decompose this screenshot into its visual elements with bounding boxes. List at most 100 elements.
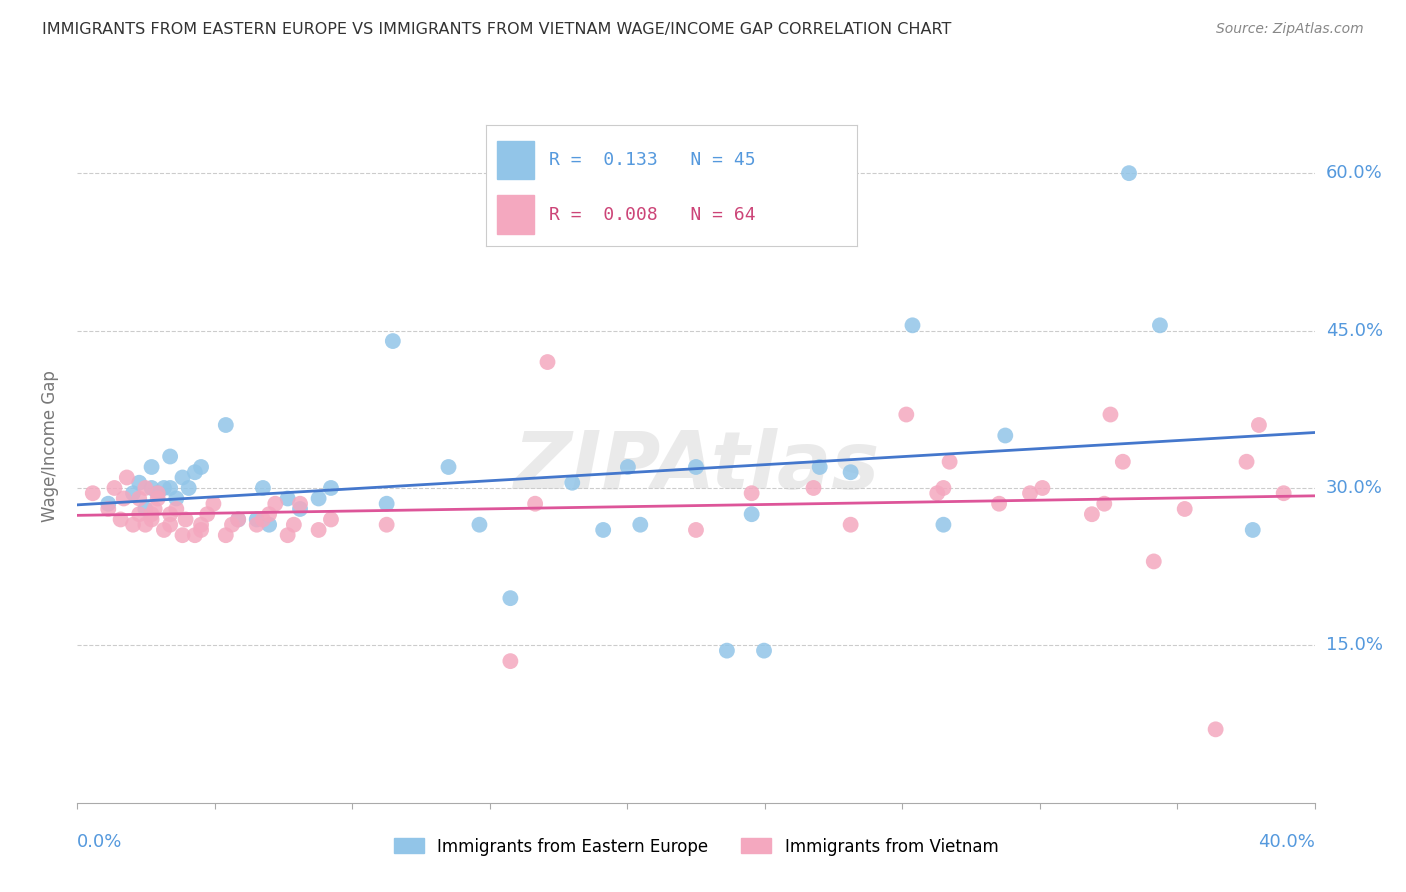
Point <box>153 481 176 495</box>
Point <box>252 481 274 495</box>
Point <box>319 512 342 526</box>
Point <box>165 491 187 506</box>
Point <box>592 523 614 537</box>
Point <box>617 460 640 475</box>
Point <box>1174 502 1197 516</box>
Point <box>184 528 207 542</box>
Point <box>128 475 150 490</box>
Point <box>536 355 558 369</box>
Point <box>938 455 960 469</box>
Point <box>141 507 163 521</box>
Point <box>685 460 707 475</box>
Point <box>839 517 862 532</box>
Point <box>221 517 243 532</box>
Point <box>141 512 163 526</box>
Text: ZIPAtlas: ZIPAtlas <box>513 428 879 507</box>
Point <box>927 486 949 500</box>
Point <box>134 517 156 532</box>
Point <box>808 460 831 475</box>
Point <box>159 450 181 464</box>
Point <box>215 528 238 542</box>
Point <box>1247 417 1270 432</box>
Point <box>195 507 218 521</box>
Point <box>1112 455 1135 469</box>
Point <box>803 481 825 495</box>
Point <box>190 523 212 537</box>
Point <box>628 517 651 532</box>
Point <box>499 591 522 606</box>
Point <box>122 486 145 500</box>
Point <box>277 528 299 542</box>
Text: 60.0%: 60.0% <box>1326 164 1382 182</box>
Point <box>172 528 194 542</box>
Point <box>97 502 120 516</box>
Point <box>202 497 225 511</box>
Point <box>277 491 299 506</box>
Text: Source: ZipAtlas.com: Source: ZipAtlas.com <box>1216 22 1364 37</box>
Point <box>319 481 342 495</box>
Point <box>146 486 169 500</box>
Point <box>524 497 547 511</box>
Point <box>112 491 135 506</box>
Point <box>741 486 763 500</box>
Point <box>246 517 269 532</box>
Point <box>1241 523 1264 537</box>
Point <box>375 517 398 532</box>
Point <box>561 475 583 490</box>
Point <box>257 507 280 521</box>
Text: 40.0%: 40.0% <box>1258 833 1315 851</box>
Point <box>752 643 775 657</box>
Point <box>184 465 207 479</box>
Point <box>437 460 460 475</box>
Point <box>252 512 274 526</box>
Point <box>146 486 169 500</box>
Point <box>1019 486 1042 500</box>
Point <box>264 497 287 511</box>
Point <box>308 491 330 506</box>
Point <box>159 507 181 521</box>
Point <box>1118 166 1140 180</box>
Point <box>159 481 181 495</box>
Point <box>1099 408 1122 422</box>
Point <box>103 481 125 495</box>
Y-axis label: Wage/Income Gap: Wage/Income Gap <box>41 370 59 522</box>
Point <box>153 523 176 537</box>
Point <box>381 334 404 348</box>
Point <box>499 654 522 668</box>
Point <box>1272 486 1295 500</box>
Point <box>97 497 120 511</box>
Point <box>257 517 280 532</box>
Point <box>226 512 249 526</box>
Point <box>1236 455 1258 469</box>
Point <box>128 491 150 506</box>
Text: 45.0%: 45.0% <box>1326 321 1384 340</box>
Point <box>143 502 166 516</box>
Point <box>988 497 1011 511</box>
Point <box>174 512 197 526</box>
Point <box>1205 723 1227 737</box>
Point <box>134 481 156 495</box>
Point <box>141 481 163 495</box>
Point <box>110 512 132 526</box>
Point <box>932 481 955 495</box>
Text: 0.0%: 0.0% <box>77 833 122 851</box>
Point <box>1081 507 1104 521</box>
Text: 30.0%: 30.0% <box>1326 479 1382 497</box>
Point <box>1149 318 1171 333</box>
Point <box>468 517 491 532</box>
Point <box>1092 497 1115 511</box>
Point <box>896 408 918 422</box>
Point <box>288 502 311 516</box>
Point <box>685 523 707 537</box>
Point <box>994 428 1017 442</box>
Point <box>288 497 311 511</box>
Point <box>165 502 187 516</box>
Point <box>190 517 212 532</box>
Point <box>901 318 924 333</box>
Point <box>115 470 138 484</box>
Point <box>1143 554 1166 568</box>
Point <box>1031 481 1053 495</box>
Point <box>283 517 305 532</box>
Point <box>839 465 862 479</box>
Point <box>932 517 955 532</box>
